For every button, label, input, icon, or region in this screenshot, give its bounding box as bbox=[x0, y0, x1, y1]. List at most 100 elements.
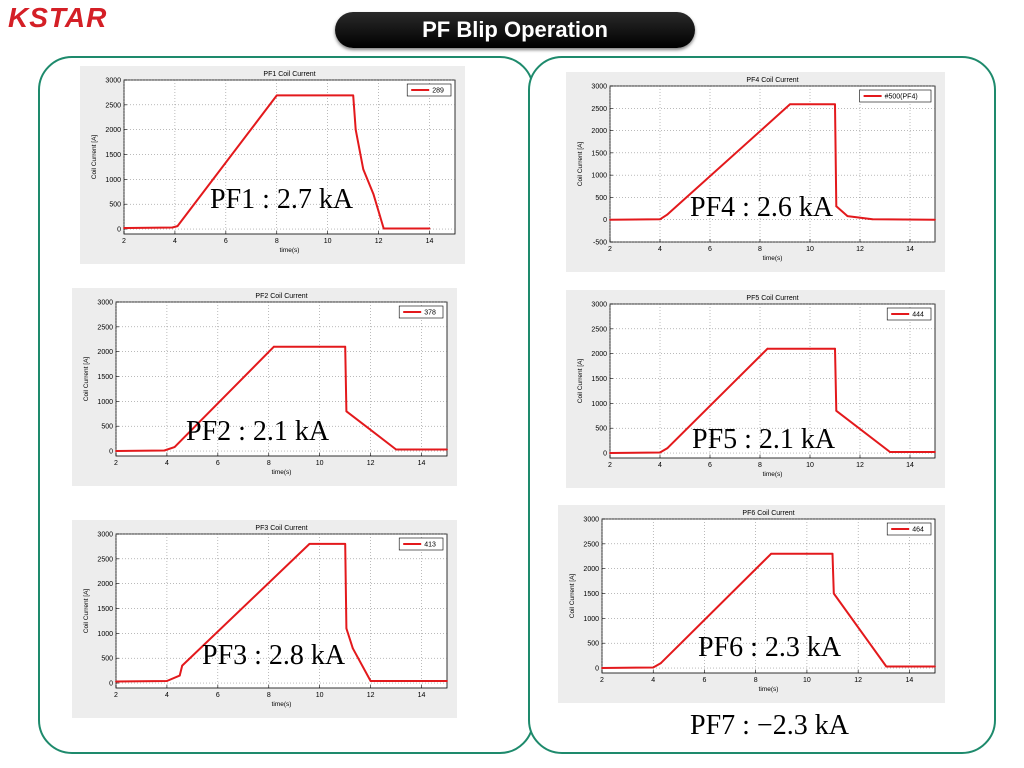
y-tick-label: 2500 bbox=[591, 326, 607, 333]
y-tick-label: 500 bbox=[595, 426, 607, 433]
page-title: PF Blip Operation bbox=[335, 12, 695, 48]
y-tick-label: 3000 bbox=[591, 302, 607, 309]
y-tick-label: 3000 bbox=[97, 300, 113, 307]
x-tick-label: 12 bbox=[854, 677, 862, 684]
chart-title: PF6 Coil Current bbox=[742, 510, 794, 517]
x-tick-label: 6 bbox=[703, 677, 707, 684]
y-tick-label: 1000 bbox=[97, 399, 113, 406]
y-axis-label: Coil Current [A] bbox=[577, 359, 584, 404]
plot-area bbox=[115, 301, 448, 457]
series-line bbox=[601, 552, 935, 669]
y-tick-label: 2000 bbox=[97, 349, 113, 356]
x-tick-label: 10 bbox=[316, 692, 324, 699]
data-point bbox=[666, 213, 669, 216]
y-tick-label: 1000 bbox=[105, 177, 121, 184]
y-tick-label: 1500 bbox=[591, 150, 607, 157]
pf7-label: PF7 : −2.3 kA bbox=[690, 710, 849, 741]
x-tick-label: 10 bbox=[324, 238, 332, 245]
x-tick-label: 14 bbox=[906, 462, 914, 469]
y-tick-label: 1500 bbox=[583, 591, 599, 598]
y-tick-label: 3000 bbox=[583, 517, 599, 524]
data-point bbox=[372, 193, 375, 196]
chart-title: PF1 Coil Current bbox=[263, 71, 315, 78]
chart-svg: 2 4 6 8 10 12 14 0 500 1000 1500 2000 2500 3000 PF5 Co… bbox=[577, 295, 936, 478]
series-line bbox=[609, 347, 935, 454]
x-tick-label: 12 bbox=[856, 246, 864, 253]
data-point bbox=[344, 543, 347, 545]
x-tick-label: 10 bbox=[316, 460, 324, 467]
y-axis-label: Coil Current [A] bbox=[83, 589, 90, 634]
x-tick-label: 14 bbox=[418, 460, 426, 467]
data-point bbox=[345, 627, 348, 630]
y-axis-label: Coil Current [A] bbox=[569, 574, 576, 619]
data-point bbox=[609, 452, 611, 454]
data-point bbox=[835, 409, 838, 412]
chart-svg: 2 4 6 8 10 12 14 0 500 1000 1500 2000 2500 3000 PF1 Co… bbox=[91, 71, 456, 254]
data-point bbox=[115, 680, 117, 683]
x-tick-label: 4 bbox=[165, 460, 169, 467]
data-point bbox=[789, 103, 791, 106]
data-point bbox=[123, 227, 125, 229]
y-tick-label: 500 bbox=[109, 202, 121, 209]
x-tick-label: 12 bbox=[367, 692, 375, 699]
data-point bbox=[369, 680, 372, 682]
plot-area bbox=[115, 533, 448, 689]
x-tick-label: 4 bbox=[173, 238, 177, 245]
x-tick-label: 2 bbox=[114, 460, 118, 467]
x-tick-label: 14 bbox=[905, 677, 913, 684]
y-tick-label: 1500 bbox=[97, 606, 113, 613]
data-point bbox=[660, 662, 662, 664]
y-tick-label: 0 bbox=[595, 666, 599, 673]
chart-title: PF5 Coil Current bbox=[746, 295, 798, 302]
x-tick-label: 14 bbox=[426, 238, 434, 245]
y-tick-label: -500 bbox=[593, 240, 607, 247]
y-tick-label: 1000 bbox=[97, 631, 113, 638]
pf2-coil-current-chart: 2 4 6 8 10 12 14 0 500 1000 1500 2000 2500 3000 PF2 Co… bbox=[72, 288, 457, 486]
data-point bbox=[846, 215, 849, 218]
y-tick-label: 1500 bbox=[105, 152, 121, 159]
pf4-coil-current-chart: 2 4 6 8 10 12 14 -500 0 500 1000 1500 2000 2500 3000 PF… bbox=[566, 72, 945, 272]
y-tick-label: 0 bbox=[109, 449, 113, 456]
data-point bbox=[275, 94, 278, 97]
x-tick-label: 4 bbox=[658, 246, 662, 253]
y-tick-label: 2500 bbox=[97, 556, 113, 563]
data-point bbox=[766, 347, 769, 350]
y-tick-label: 0 bbox=[109, 681, 113, 688]
x-tick-label: 14 bbox=[418, 692, 426, 699]
x-tick-label: 12 bbox=[367, 460, 375, 467]
x-tick-label: 10 bbox=[803, 677, 811, 684]
data-point bbox=[428, 227, 431, 230]
y-tick-label: 500 bbox=[587, 641, 599, 648]
y-axis-label: Coil Current [A] bbox=[91, 135, 98, 180]
y-tick-label: 0 bbox=[603, 451, 607, 458]
chart-title: PF4 Coil Current bbox=[746, 77, 798, 84]
x-tick-label: 2 bbox=[114, 692, 118, 699]
data-point bbox=[446, 448, 448, 451]
chart-svg: 2 4 6 8 10 12 14 0 500 1000 1500 2000 2500 3000 PF3 Co… bbox=[83, 525, 448, 708]
plot-area bbox=[609, 303, 936, 459]
data-point bbox=[351, 647, 354, 650]
x-tick-label: 2 bbox=[608, 246, 612, 253]
data-point bbox=[382, 227, 385, 230]
y-axis-label: Coil Current [A] bbox=[83, 357, 90, 402]
data-point bbox=[345, 410, 348, 413]
data-point bbox=[834, 103, 836, 106]
chart-title: PF2 Coil Current bbox=[255, 293, 307, 300]
data-point bbox=[173, 446, 176, 448]
data-point bbox=[171, 226, 174, 229]
legend-label: 289 bbox=[432, 88, 444, 95]
y-tick-label: 3000 bbox=[105, 78, 121, 85]
y-axis-label: Coil Current [A] bbox=[577, 142, 584, 187]
y-tick-label: 2500 bbox=[591, 106, 607, 113]
data-point bbox=[395, 448, 397, 451]
legend-label: 413 bbox=[424, 542, 436, 549]
pf1-coil-current-chart: 2 4 6 8 10 12 14 0 500 1000 1500 2000 2500 3000 PF1 Co… bbox=[80, 66, 465, 264]
y-tick-label: 1000 bbox=[583, 616, 599, 623]
data-point bbox=[934, 218, 936, 221]
x-tick-label: 8 bbox=[267, 460, 271, 467]
y-tick-label: 2000 bbox=[591, 351, 607, 358]
data-point bbox=[176, 225, 179, 227]
y-tick-label: 1000 bbox=[591, 173, 607, 180]
pf3-coil-current-chart: 2 4 6 8 10 12 14 0 500 1000 1500 2000 2500 3000 PF3 Co… bbox=[72, 520, 457, 718]
pf6-label: PF6 : 2.3 kA bbox=[698, 632, 842, 663]
